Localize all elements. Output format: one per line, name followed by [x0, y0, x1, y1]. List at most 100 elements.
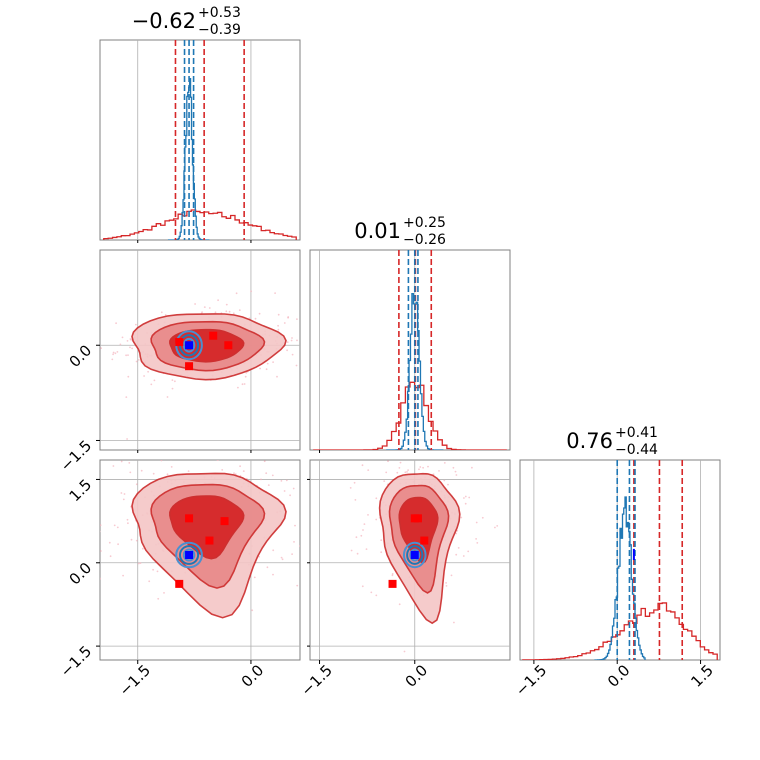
sample-point [147, 370, 150, 373]
sample-point [160, 460, 163, 462]
sample-point [383, 480, 386, 482]
x-tick-label: −1.5 [512, 661, 550, 699]
sample-point [418, 468, 420, 471]
sample-point [404, 471, 407, 474]
sample-point [100, 550, 102, 552]
sample-point [115, 322, 117, 325]
sample-point [427, 465, 429, 468]
sample-point [455, 532, 458, 535]
sample-point [277, 328, 280, 331]
sample-point [108, 541, 111, 544]
sample-point [114, 352, 117, 355]
panel-contents [94, 40, 718, 660]
sample-point [258, 312, 261, 315]
sample-point [271, 474, 274, 477]
sample-point [398, 467, 401, 469]
sample-point [285, 479, 288, 482]
density-panel-1-0 [94, 290, 298, 440]
sample-point [494, 526, 496, 529]
sample-point [127, 522, 129, 525]
sample-point [422, 466, 424, 469]
sample-point [398, 603, 401, 606]
sample-point [259, 367, 261, 370]
sample-point [443, 462, 446, 464]
sample-point [283, 322, 286, 324]
sample-point [445, 585, 448, 587]
sample-point [403, 650, 406, 653]
sample-point [174, 380, 176, 383]
sample-point [112, 353, 114, 356]
sample-point [131, 347, 134, 350]
blue-marker [185, 551, 194, 559]
sample-point [179, 451, 181, 453]
sample-point [390, 452, 392, 454]
sample-point [367, 514, 369, 516]
sample-point [100, 347, 102, 350]
blue-contour [182, 548, 196, 562]
y-tick-label: −1.5 [57, 642, 95, 680]
sample-point [438, 470, 440, 472]
sample-point [286, 341, 289, 343]
red-histogram-p1 [313, 381, 507, 450]
red-histogram-p1-outline [313, 381, 507, 450]
sample-point [445, 582, 447, 584]
sample-point [94, 318, 96, 320]
sample-point [112, 465, 115, 467]
sample-point [476, 542, 479, 544]
sample-point [194, 303, 197, 305]
sample-point [464, 495, 467, 498]
sample-point [215, 453, 217, 455]
sample-point [471, 466, 473, 469]
red-marker [185, 362, 194, 371]
sample-point [349, 487, 352, 489]
blue-marker [185, 341, 194, 350]
sample-point [291, 353, 294, 356]
sample-point [314, 454, 316, 456]
sample-point [239, 465, 242, 468]
panel-title-p2: 0.76 +0.41−0.44 [566, 425, 658, 458]
sample-point [272, 549, 275, 552]
sample-point [380, 539, 383, 542]
blue-marker [410, 551, 419, 559]
sample-point [130, 538, 133, 541]
sample-point [291, 553, 293, 555]
panel-title-p0: −0.62 +0.53−0.39 [132, 5, 241, 38]
sample-point [419, 466, 422, 468]
sample-point [116, 526, 119, 529]
sample-point [460, 516, 463, 519]
sample-point [143, 375, 146, 377]
sample-point [216, 460, 219, 461]
sample-point [166, 473, 169, 476]
title-plus: +0.53 [198, 5, 241, 21]
sample-point [380, 551, 383, 554]
sample-point [232, 312, 235, 315]
panel-title-p1: 0.01 +0.25−0.26 [354, 215, 446, 248]
sample-point [365, 548, 368, 550]
sample-point [244, 375, 247, 378]
sample-point [304, 537, 306, 539]
sample-point [266, 362, 269, 365]
sample-point [293, 541, 295, 543]
sample-point [272, 573, 274, 576]
sample-point [276, 375, 278, 378]
sample-point [254, 317, 257, 320]
sample-point [467, 550, 470, 553]
sample-point [289, 494, 291, 497]
sample-point [387, 460, 389, 463]
sample-point [354, 499, 357, 501]
sample-point [126, 518, 129, 521]
sample-point [251, 609, 254, 612]
sample-point [170, 466, 173, 468]
sample-point [238, 309, 241, 312]
sample-point [150, 383, 153, 386]
sample-point [362, 529, 364, 531]
sample-point [464, 502, 467, 505]
blue-contour [182, 337, 196, 353]
sample-point [391, 573, 394, 575]
sample-point [126, 340, 129, 342]
sample-point [233, 472, 235, 475]
sample-point [452, 466, 455, 469]
title-minus: −0.26 [403, 232, 446, 248]
sample-point [241, 453, 243, 455]
red-marker [220, 517, 229, 526]
